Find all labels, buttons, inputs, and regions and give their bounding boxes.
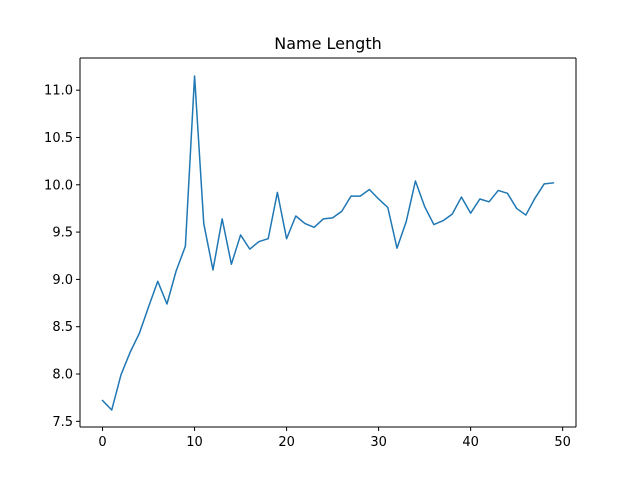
y-tick-label: 11.0 <box>44 84 73 99</box>
y-tick-label: 10.0 <box>44 178 73 193</box>
y-tick-label: 10.5 <box>44 131 73 146</box>
y-tick-label: 8.5 <box>52 320 73 335</box>
x-tick-label: 10 <box>186 435 203 450</box>
x-tick-label: 50 <box>554 435 571 450</box>
y-tick-label: 9.0 <box>52 273 73 288</box>
y-tick-label: 7.5 <box>52 415 73 430</box>
x-tick-label: 40 <box>462 435 479 450</box>
chart-title: Name Length <box>274 34 381 53</box>
y-tick-label: 9.5 <box>52 226 73 241</box>
y-tick-label: 8.0 <box>52 368 73 383</box>
plot-area: 0 10 20 30 40 50 7.5 8.0 8.5 9.0 9.5 10.0 10.5 11.0 <box>44 57 577 450</box>
x-tick-label: 20 <box>278 435 295 450</box>
x-tick-label: 30 <box>370 435 387 450</box>
x-tick-label: 0 <box>98 435 106 450</box>
series-line <box>101 75 555 411</box>
